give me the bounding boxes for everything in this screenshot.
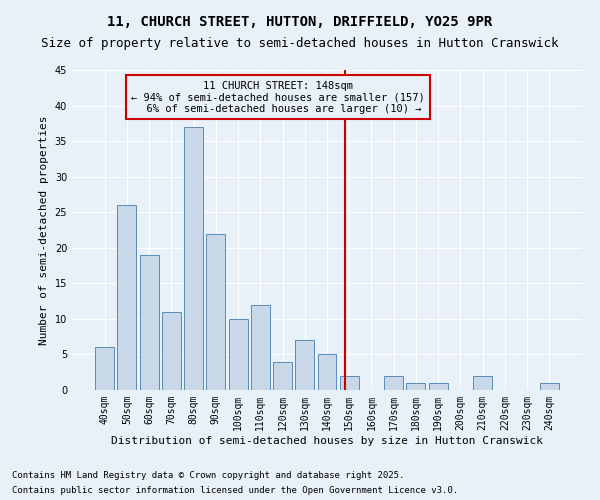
Text: Contains public sector information licensed under the Open Government Licence v3: Contains public sector information licen… [12, 486, 458, 495]
Bar [473, 376, 492, 390]
Bar [273, 362, 292, 390]
Text: Contains HM Land Registry data © Crown copyright and database right 2025.: Contains HM Land Registry data © Crown c… [12, 471, 404, 480]
Bar [140, 255, 158, 390]
Text: 11 CHURCH STREET: 148sqm
← 94% of semi-detached houses are smaller (157)
  6% of: 11 CHURCH STREET: 148sqm ← 94% of semi-d… [131, 80, 425, 114]
Bar [540, 383, 559, 390]
Bar [95, 348, 114, 390]
Bar [295, 340, 314, 390]
Bar [317, 354, 337, 390]
X-axis label: Distribution of semi-detached houses by size in Hutton Cranswick: Distribution of semi-detached houses by … [111, 436, 543, 446]
Bar [184, 127, 203, 390]
Y-axis label: Number of semi-detached properties: Number of semi-detached properties [39, 116, 49, 345]
Bar [162, 312, 181, 390]
Text: 11, CHURCH STREET, HUTTON, DRIFFIELD, YO25 9PR: 11, CHURCH STREET, HUTTON, DRIFFIELD, YO… [107, 15, 493, 29]
Bar [251, 304, 270, 390]
Bar [206, 234, 225, 390]
Bar [118, 205, 136, 390]
Bar [384, 376, 403, 390]
Bar [406, 383, 425, 390]
Bar [429, 383, 448, 390]
Bar [340, 376, 359, 390]
Bar [229, 319, 248, 390]
Text: Size of property relative to semi-detached houses in Hutton Cranswick: Size of property relative to semi-detach… [41, 38, 559, 51]
